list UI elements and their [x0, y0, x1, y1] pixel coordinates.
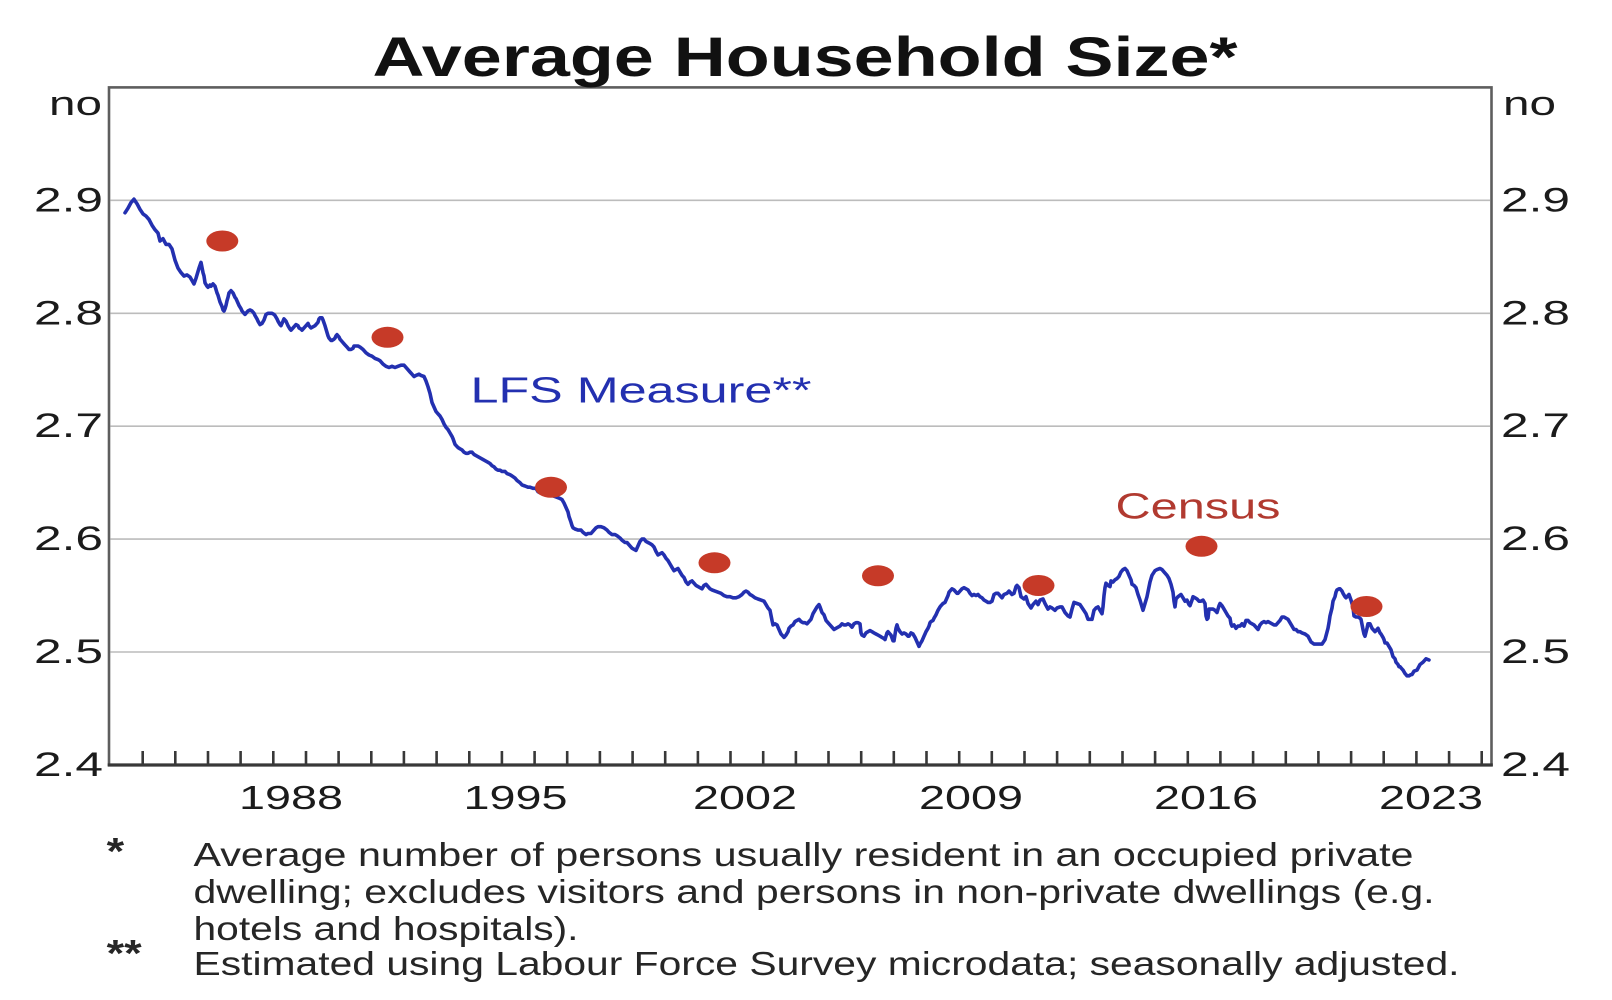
svg-text:2023: 2023: [1379, 779, 1483, 816]
svg-text:hotels and hospitals).: hotels and hospitals).: [194, 910, 579, 947]
svg-text:dwelling; excludes visitors an: dwelling; excludes visitors and persons …: [194, 873, 1435, 910]
svg-text:no: no: [49, 85, 102, 123]
svg-text:1995: 1995: [464, 779, 568, 816]
svg-text:Estimated using Labour Force S: Estimated using Labour Force Survey micr…: [194, 945, 1460, 982]
svg-text:2016: 2016: [1154, 779, 1258, 816]
svg-text:Average number of persons usua: Average number of persons usually reside…: [194, 836, 1414, 873]
svg-text:Census: Census: [1116, 486, 1281, 527]
svg-text:2.4: 2.4: [1501, 746, 1570, 784]
svg-text:2.7: 2.7: [1501, 407, 1570, 445]
svg-text:2.5: 2.5: [1501, 633, 1570, 671]
svg-text:2.8: 2.8: [1501, 294, 1570, 332]
svg-text:1988: 1988: [239, 779, 343, 816]
svg-text:2.6: 2.6: [1501, 520, 1570, 558]
svg-text:no: no: [1503, 85, 1556, 123]
svg-text:2.5: 2.5: [34, 633, 103, 671]
svg-text:2.4: 2.4: [34, 746, 103, 784]
svg-text:2.9: 2.9: [34, 181, 103, 219]
svg-text:2.9: 2.9: [1501, 181, 1570, 219]
svg-text:**: **: [107, 933, 142, 975]
svg-text:2009: 2009: [919, 779, 1023, 816]
svg-text:2002: 2002: [693, 779, 797, 816]
svg-text:LFS Measure**: LFS Measure**: [471, 370, 812, 411]
svg-text:2.8: 2.8: [34, 294, 103, 332]
svg-text:2.7: 2.7: [34, 407, 103, 445]
svg-text:*: *: [107, 831, 125, 873]
svg-text:Average Household Size*: Average Household Size*: [373, 25, 1238, 88]
svg-text:2.6: 2.6: [34, 520, 103, 558]
